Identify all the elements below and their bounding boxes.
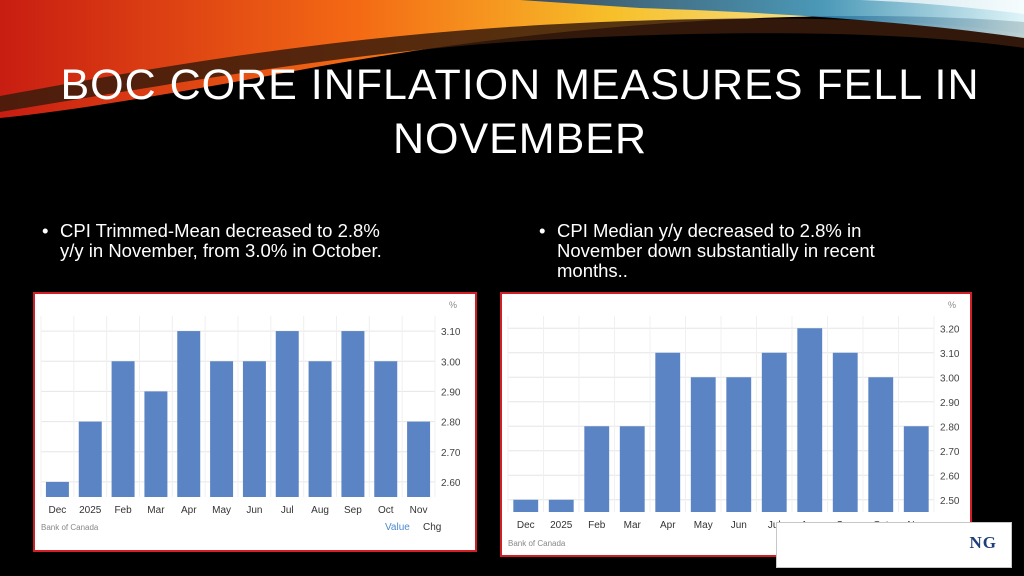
y-tick-label: 3.10 (441, 327, 461, 338)
unit-label: % (449, 300, 457, 310)
y-tick-label: 2.70 (441, 448, 461, 459)
y-tick-label: 3.00 (441, 357, 461, 368)
x-tick-label: 2025 (550, 520, 573, 531)
x-tick-label: Jul (768, 520, 781, 531)
bar-jul (275, 331, 299, 497)
bar-may (690, 377, 716, 512)
x-tick-label: Dec (49, 505, 67, 516)
y-tick-label: 2.80 (940, 422, 960, 433)
x-tick-label: Aug (311, 505, 329, 516)
x-tick-label: Feb (588, 520, 606, 531)
bar-feb (111, 361, 135, 497)
chart-median: 2.50 2.60 2.70 2.80 2.90 3.00 3.10 3.20% Dec 2025… (500, 292, 972, 557)
x-tick-label: Feb (114, 505, 132, 516)
bullet-median: • CPI Median y/y decreased to 2.8% in No… (539, 220, 947, 281)
company-logo: NG (776, 522, 1012, 568)
chart-trimmed-mean: 2.60 2.70 2.80 2.90 3.00 3.10% Dec 2025 Feb Mar Ap… (33, 292, 477, 552)
source-label: Bank of Canada (41, 523, 99, 532)
bullet-text: CPI Median y/y decreased to 2.8% in Nove… (557, 220, 875, 281)
bar-apr (655, 352, 681, 512)
x-tick-label: Nov (410, 505, 428, 516)
bar-mar (619, 426, 645, 512)
bar-oct (868, 377, 894, 512)
x-tick-label: Jun (246, 505, 262, 516)
x-tick-label: Jun (731, 520, 747, 531)
bar-nov (903, 426, 929, 512)
bullet-marker: • (539, 220, 546, 241)
y-tick-label: 2.50 (940, 496, 960, 507)
x-tick-label: Dec (517, 520, 535, 531)
y-tick-label: 3.00 (940, 373, 960, 384)
y-tick-label: 2.90 (940, 398, 960, 409)
y-tick-label: 2.60 (940, 471, 960, 482)
x-tick-label: May (212, 505, 231, 516)
bar-jun (242, 361, 266, 497)
bar-2025 (78, 421, 102, 497)
x-tick-label: Mar (624, 520, 642, 531)
bar-jun (726, 377, 752, 512)
bar-sep (341, 331, 365, 497)
value-link[interactable]: Value (385, 522, 410, 533)
bar-dec (513, 499, 539, 512)
x-tick-label: Sep (344, 505, 362, 516)
logo-text: NG (969, 533, 997, 552)
source-label: Bank of Canada (508, 539, 566, 548)
bar-nov (407, 421, 431, 497)
x-tick-label: May (694, 520, 713, 531)
decorative-swoosh (0, 0, 1024, 118)
y-tick-label: 2.90 (441, 387, 461, 398)
y-tick-label: 3.20 (940, 324, 960, 335)
bar-aug (797, 328, 823, 512)
x-tick-label: Mar (147, 505, 165, 516)
bar-jul (761, 352, 787, 512)
bar-may (210, 361, 234, 497)
slide-title: BOC CORE INFLATION MEASURES FELL IN NOVE… (60, 61, 980, 163)
bar-oct (374, 361, 398, 497)
chart-trimmed-mean-svg: 2.60 2.70 2.80 2.90 3.00 3.10% Dec 2025 Feb Mar Ap… (40, 300, 461, 533)
chg-link[interactable]: Chg (423, 522, 441, 533)
bar-aug (308, 361, 332, 497)
x-tick-label: Oct (378, 505, 394, 516)
unit-label: % (948, 300, 956, 310)
y-tick-label: 2.60 (441, 478, 461, 489)
y-tick-label: 3.10 (940, 349, 960, 360)
y-tick-label: 2.70 (940, 447, 960, 458)
bar-2025 (548, 499, 574, 512)
bar-mar (144, 391, 168, 497)
bar-sep (832, 352, 858, 512)
bar-dec (45, 481, 69, 497)
bullet-marker: • (42, 220, 49, 241)
y-tick-label: 2.80 (441, 418, 461, 429)
x-tick-label: 2025 (79, 505, 102, 516)
bar-apr (177, 331, 201, 497)
bullet-text: CPI Trimmed-Mean decreased to 2.8% y/y i… (60, 220, 382, 261)
chart-median-svg: 2.50 2.60 2.70 2.80 2.90 3.00 3.10 3.20% Dec 2025… (507, 300, 960, 549)
x-tick-label: Apr (660, 520, 676, 531)
bullet-trimmed-mean: • CPI Trimmed-Mean decreased to 2.8% y/y… (42, 220, 400, 261)
x-tick-label: Apr (181, 505, 197, 516)
bar-feb (584, 426, 610, 512)
x-tick-label: Jul (281, 505, 294, 516)
